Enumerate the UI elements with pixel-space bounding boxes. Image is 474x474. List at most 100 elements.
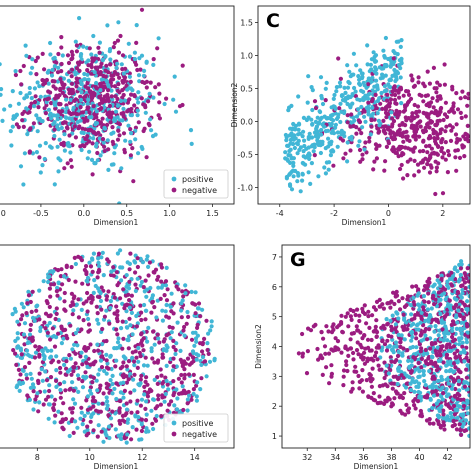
point-negative: [400, 151, 405, 156]
point-positive: [323, 129, 328, 134]
point-positive: [28, 71, 33, 76]
point-negative: [367, 135, 372, 140]
point-negative: [395, 115, 400, 120]
point-positive: [285, 158, 291, 163]
point-positive: [423, 333, 428, 338]
point-negative: [442, 62, 447, 67]
point-positive: [455, 320, 460, 325]
point-negative: [106, 70, 111, 75]
point-positive: [429, 306, 434, 311]
point-positive: [416, 291, 421, 296]
point-negative: [93, 399, 98, 404]
point-negative: [446, 404, 451, 409]
point-negative: [448, 375, 454, 380]
point-positive: [402, 315, 407, 321]
point-negative: [138, 67, 143, 72]
point-positive: [119, 326, 124, 331]
point-positive: [72, 401, 78, 406]
point-negative: [409, 317, 414, 322]
point-positive: [34, 113, 39, 118]
point-negative: [431, 421, 436, 426]
point-positive: [85, 101, 90, 106]
point-positive: [287, 105, 292, 110]
point-positive: [87, 149, 92, 154]
point-positive: [127, 86, 132, 91]
point-negative: [48, 375, 54, 380]
point-negative: [134, 427, 139, 432]
point-positive: [55, 79, 60, 84]
point-positive: [174, 341, 179, 346]
point-positive: [338, 84, 343, 89]
point-negative: [367, 325, 372, 330]
point-negative: [433, 191, 438, 197]
point-negative: [373, 92, 378, 97]
point-positive: [467, 284, 470, 289]
point-negative: [90, 172, 95, 177]
point-negative: [62, 290, 67, 296]
point-positive: [149, 346, 154, 351]
point-negative: [462, 384, 467, 389]
point-negative: [85, 134, 90, 139]
point-positive: [89, 412, 94, 417]
point-negative: [425, 150, 430, 155]
point-positive: [410, 376, 415, 381]
point-negative: [100, 84, 105, 89]
point-negative: [366, 82, 371, 87]
point-negative: [424, 312, 429, 317]
point-positive: [107, 435, 112, 441]
point-negative: [88, 342, 93, 347]
point-positive: [359, 88, 364, 93]
point-negative: [105, 122, 110, 127]
point-positive: [85, 364, 90, 369]
point-positive: [173, 109, 179, 114]
point-negative: [349, 317, 354, 322]
point-negative: [433, 389, 438, 394]
point-positive: [180, 384, 185, 389]
point-negative: [439, 148, 444, 154]
point-negative: [445, 343, 450, 348]
point-positive: [194, 398, 199, 403]
point-positive: [353, 89, 358, 94]
point-negative: [53, 106, 58, 111]
point-negative: [193, 311, 198, 316]
point-positive: [375, 111, 380, 116]
point-negative: [109, 94, 114, 99]
point-negative: [129, 92, 134, 97]
point-positive: [55, 117, 60, 122]
point-negative: [159, 279, 164, 284]
point-negative: [152, 360, 157, 365]
point-positive: [195, 380, 200, 385]
point-positive: [30, 151, 35, 156]
point-negative: [438, 130, 443, 136]
point-negative: [365, 337, 371, 342]
point-negative: [457, 155, 463, 160]
point-negative: [460, 344, 465, 349]
point-negative: [111, 273, 116, 278]
point-negative: [89, 64, 94, 70]
point-positive: [293, 123, 298, 128]
point-negative: [390, 386, 395, 391]
point-negative: [49, 101, 54, 106]
point-negative: [388, 355, 393, 360]
point-positive: [340, 98, 346, 103]
point-negative: [95, 434, 100, 439]
point-positive: [119, 166, 124, 171]
point-positive: [318, 132, 324, 137]
point-negative: [356, 373, 361, 379]
point-positive: [448, 359, 453, 364]
point-positive: [77, 16, 82, 21]
point-negative: [149, 310, 154, 315]
point-negative: [392, 97, 398, 102]
point-positive: [142, 289, 147, 294]
point-negative: [47, 286, 53, 291]
point-negative: [427, 170, 433, 175]
point-negative: [43, 397, 49, 402]
point-negative: [371, 391, 376, 396]
point-positive: [467, 426, 470, 431]
point-negative: [155, 375, 160, 380]
point-negative: [121, 114, 126, 119]
point-negative: [405, 348, 410, 353]
point-negative: [427, 81, 432, 86]
point-negative: [393, 112, 398, 117]
